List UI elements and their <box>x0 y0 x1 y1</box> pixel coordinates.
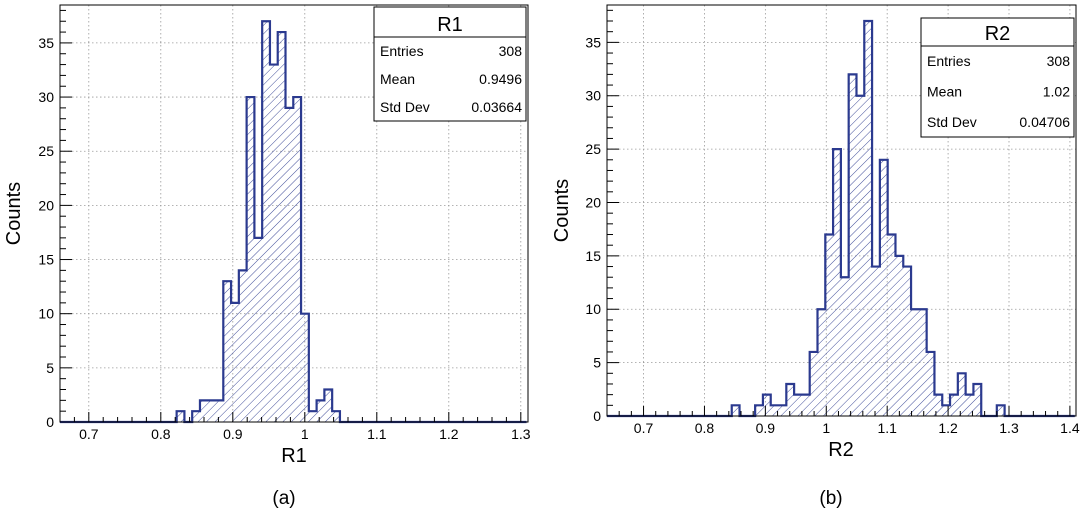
stats-entries-label-r2: Entries <box>927 53 971 69</box>
stats-entries-value-r1: 308 <box>499 43 523 59</box>
stats-entries-label-r1: Entries <box>380 43 424 59</box>
x-tick-label-r2-0: 0.7 <box>634 420 654 436</box>
histogram-panel-r2: 0.7 0.8 0.9 1 1.1 1.2 1.3 1.4 0 5 10 15 20 25 30 35 R2 … <box>551 4 1080 509</box>
x-tick-label-r2-4: 1.1 <box>877 420 897 436</box>
y-tick-label-r1-1: 5 <box>46 360 54 376</box>
plot-frame-r1 <box>59 4 529 423</box>
stats-stddev-value-r1: 0.03664 <box>471 99 522 115</box>
x-tick-label-r1-0: 0.7 <box>79 426 99 442</box>
y-tick-label-r2-3: 15 <box>585 248 601 264</box>
axis-ticks-r1: 0.7 0.8 0.9 1 1.1 1.2 1.3 0 5 10 15 20 25 30 35 <box>38 9 531 442</box>
stats-mean-label-r1: Mean <box>380 71 415 87</box>
y-tick-label-r1-6: 30 <box>38 89 54 105</box>
stats-title-r2: R2 <box>985 23 1011 45</box>
stats-box-frame-r2 <box>920 17 1075 138</box>
y-tick-label-r1-2: 10 <box>38 306 54 322</box>
histogram-fill-r1 <box>60 21 527 422</box>
x-tick-label-r2-2: 0.9 <box>756 420 776 436</box>
x-tick-label-r2-1: 0.8 <box>695 420 715 436</box>
stats-mean-value-r2: 1.02 <box>1043 84 1070 100</box>
y-tick-label-r1-0: 0 <box>46 414 54 430</box>
plot-frame-r2 <box>606 4 1077 417</box>
stats-box-r2: R2 Entries 308 Mean 1.02 Std Dev 0.04706 <box>920 17 1075 138</box>
x-tick-label-r2-3: 1 <box>822 420 830 436</box>
y-tick-label-r1-4: 20 <box>38 197 54 213</box>
x-tick-label-r1-6: 1.3 <box>511 426 531 442</box>
stats-stddev-label-r1: Std Dev <box>380 99 430 115</box>
y-tick-label-r2-4: 20 <box>585 194 601 210</box>
stats-title-r1: R1 <box>437 14 463 36</box>
x-axis-label-r2: R2 <box>828 439 854 461</box>
stats-stddev-value-r2: 0.04706 <box>1019 114 1070 130</box>
y-tick-label-r2-6: 30 <box>585 88 601 104</box>
axis-ticks-r2: 0.7 0.8 0.9 1 1.1 1.2 1.3 1.4 0 5 10 15 20 25 30 35 <box>585 9 1080 436</box>
x-tick-label-r1-5: 1.2 <box>439 426 459 442</box>
x-axis-label-r1: R1 <box>281 445 307 467</box>
y-tick-label-r2-7: 35 <box>585 34 601 50</box>
y-tick-label-r2-0: 0 <box>593 408 601 424</box>
x-tick-label-r1-2: 0.9 <box>223 426 243 442</box>
panel-label-b: (b) <box>819 488 842 509</box>
histogram-panel-r1: 0.7 0.8 0.9 1 1.1 1.2 1.3 0 5 10 15 20 25 30 35 R1 Cou… <box>3 4 531 509</box>
y-tick-label-r1-7: 35 <box>38 35 54 51</box>
x-tick-label-r1-1: 0.8 <box>151 426 171 442</box>
stats-mean-value-r1: 0.9496 <box>479 71 522 87</box>
y-tick-label-r2-5: 25 <box>585 141 601 157</box>
y-tick-label-r1-5: 25 <box>38 143 54 159</box>
y-axis-label-r1: Counts <box>3 182 25 245</box>
y-tick-label-r2-1: 5 <box>593 355 601 371</box>
y-axis-label-r2: Counts <box>551 179 573 242</box>
panel-label-a: (a) <box>272 488 295 509</box>
stats-stddev-label-r2: Std Dev <box>927 114 977 130</box>
stats-entries-value-r2: 308 <box>1047 53 1071 69</box>
x-tick-label-r1-4: 1.1 <box>367 426 387 442</box>
stats-mean-label-r2: Mean <box>927 84 962 100</box>
x-tick-label-r2-6: 1.3 <box>999 420 1019 436</box>
y-tick-label-r1-3: 15 <box>38 252 54 268</box>
stats-box-frame-r1 <box>373 6 527 122</box>
x-tick-label-r2-5: 1.2 <box>938 420 958 436</box>
y-tick-label-r2-2: 10 <box>585 301 601 317</box>
x-tick-label-r2-7: 1.4 <box>1060 420 1080 436</box>
stats-box-r1: R1 Entries 308 Mean 0.9496 Std Dev 0.036… <box>373 6 527 122</box>
x-tick-label-r1-3: 1 <box>301 426 309 442</box>
